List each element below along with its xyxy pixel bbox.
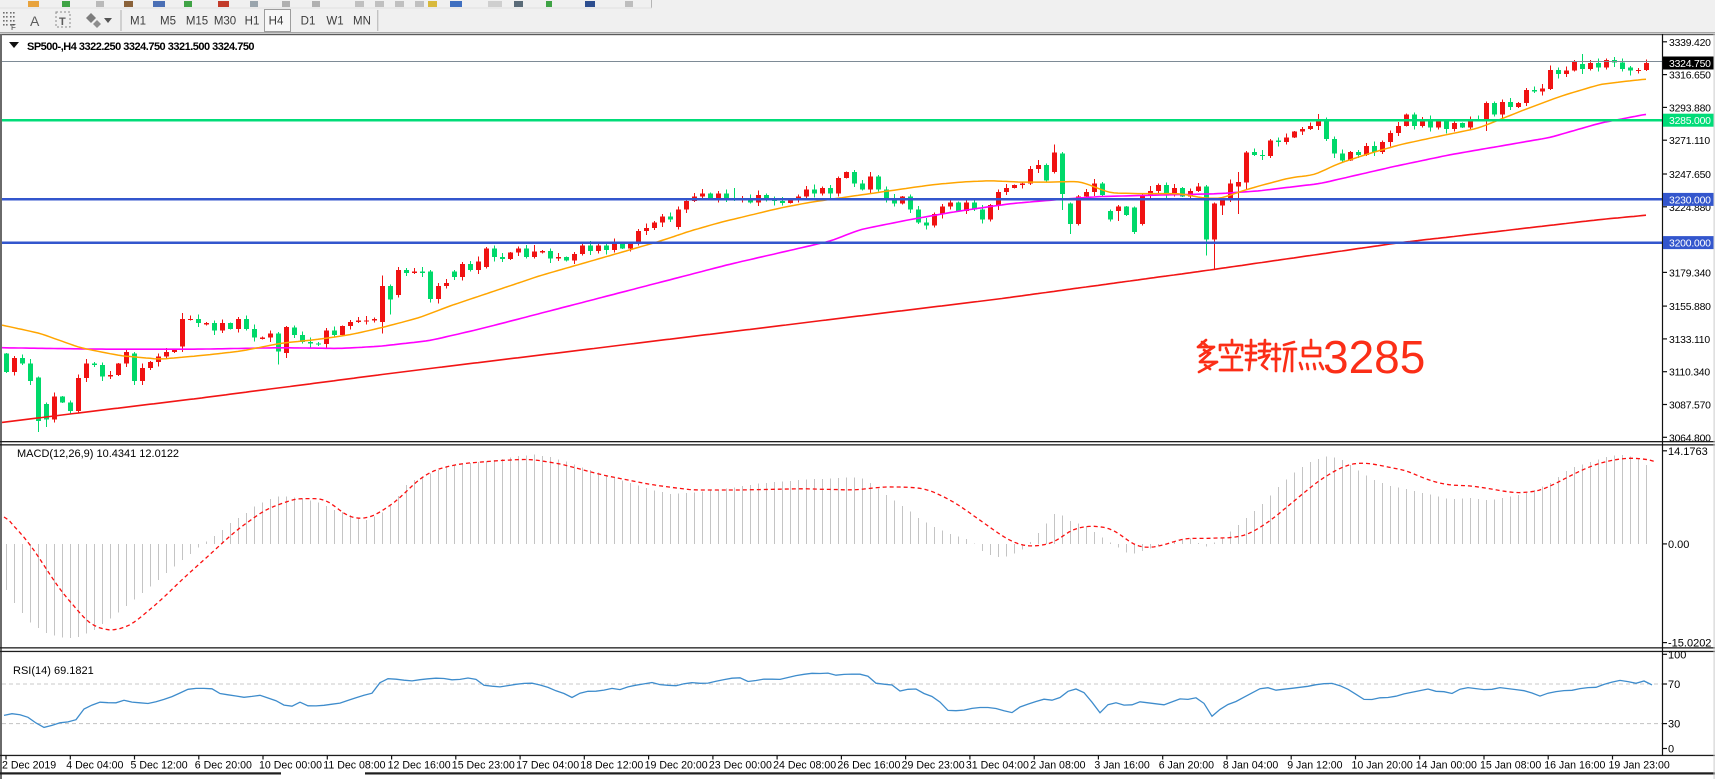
svg-text:H4: H4 xyxy=(269,16,284,28)
svg-text:M1: M1 xyxy=(130,16,146,28)
svg-text:H1: H1 xyxy=(245,16,260,28)
svg-text:M15: M15 xyxy=(186,16,208,28)
svg-text:3285: 3285 xyxy=(1323,331,1425,383)
svg-text:F: F xyxy=(11,23,16,32)
svg-text:0.00: 0.00 xyxy=(1668,539,1689,551)
svg-text:17 Dec 04:00: 17 Dec 04:00 xyxy=(516,760,579,772)
svg-text:MACD(12,26,9) 10.4341 12.0122: MACD(12,26,9) 10.4341 12.0122 xyxy=(17,448,179,460)
svg-text:26 Dec 16:00: 26 Dec 16:00 xyxy=(837,760,900,772)
svg-text:2 Dec 2019: 2 Dec 2019 xyxy=(2,760,56,772)
svg-text:29 Dec 23:00: 29 Dec 23:00 xyxy=(902,760,965,772)
svg-text:70: 70 xyxy=(1668,679,1680,691)
svg-text:SP500-,H4 3322.250 3324.750 3: SP500-,H4 3322.250 3324.750 3321.500 332… xyxy=(27,41,254,53)
svg-text:15 Dec 23:00: 15 Dec 23:00 xyxy=(452,760,515,772)
svg-text:100: 100 xyxy=(1668,649,1686,661)
svg-text:24 Dec 08:00: 24 Dec 08:00 xyxy=(773,760,836,772)
svg-text:2 Jan 08:00: 2 Jan 08:00 xyxy=(1030,760,1085,772)
svg-text:RSI(14) 69.1821: RSI(14) 69.1821 xyxy=(13,665,94,677)
svg-text:0: 0 xyxy=(1668,744,1674,756)
svg-text:9 Jan 12:00: 9 Jan 12:00 xyxy=(1287,760,1342,772)
svg-text:30: 30 xyxy=(1668,719,1680,731)
svg-text:3230.000: 3230.000 xyxy=(1669,195,1711,206)
svg-text:3316.650: 3316.650 xyxy=(1669,71,1711,82)
svg-text:3200.000: 3200.000 xyxy=(1669,239,1711,250)
svg-text:4 Dec 04:00: 4 Dec 04:00 xyxy=(66,760,123,772)
svg-text:M5: M5 xyxy=(160,16,176,28)
svg-text:3 Jan 16:00: 3 Jan 16:00 xyxy=(1094,760,1149,772)
svg-text:14 Jan 00:00: 14 Jan 00:00 xyxy=(1416,760,1477,772)
svg-text:5 Dec 12:00: 5 Dec 12:00 xyxy=(131,760,188,772)
svg-text:3285.000: 3285.000 xyxy=(1669,116,1711,127)
svg-text:19 Jan 23:00: 19 Jan 23:00 xyxy=(1609,760,1670,772)
svg-text:3064.800: 3064.800 xyxy=(1669,433,1711,444)
svg-text:8 Jan 04:00: 8 Jan 04:00 xyxy=(1223,760,1278,772)
svg-text:A: A xyxy=(30,13,40,29)
svg-text:3110.340: 3110.340 xyxy=(1669,368,1710,379)
svg-text:10 Jan 20:00: 10 Jan 20:00 xyxy=(1352,760,1413,772)
svg-text:12 Dec 16:00: 12 Dec 16:00 xyxy=(388,760,451,772)
svg-text:3247.650: 3247.650 xyxy=(1669,170,1711,181)
svg-text:3324.750: 3324.750 xyxy=(1669,59,1711,70)
svg-text:3271.110: 3271.110 xyxy=(1669,136,1710,147)
svg-text:19 Dec 20:00: 19 Dec 20:00 xyxy=(645,760,708,772)
svg-text:14.1763: 14.1763 xyxy=(1668,446,1708,458)
svg-text:6 Dec 20:00: 6 Dec 20:00 xyxy=(195,760,252,772)
svg-text:T: T xyxy=(59,16,66,28)
svg-text:3155.880: 3155.880 xyxy=(1669,302,1711,313)
svg-text:3293.880: 3293.880 xyxy=(1669,103,1711,114)
svg-text:-15.0202: -15.0202 xyxy=(1668,638,1711,650)
svg-text:3224.880: 3224.880 xyxy=(1669,203,1711,214)
svg-text:10 Dec 00:00: 10 Dec 00:00 xyxy=(259,760,322,772)
svg-text:15 Jan 08:00: 15 Jan 08:00 xyxy=(1480,760,1541,772)
svg-text:3339.420: 3339.420 xyxy=(1669,38,1711,49)
svg-text:D1: D1 xyxy=(301,16,316,28)
svg-text:3133.110: 3133.110 xyxy=(1669,335,1710,346)
svg-text:3179.340: 3179.340 xyxy=(1669,268,1711,279)
svg-text:M30: M30 xyxy=(214,16,236,28)
svg-text:16 Jan 16:00: 16 Jan 16:00 xyxy=(1544,760,1605,772)
svg-text:23 Dec 00:00: 23 Dec 00:00 xyxy=(709,760,772,772)
svg-text:MN: MN xyxy=(353,16,371,28)
svg-text:11 Dec 08:00: 11 Dec 08:00 xyxy=(323,760,385,772)
svg-text:31 Dec 04:00: 31 Dec 04:00 xyxy=(966,760,1029,772)
svg-text:6 Jan 20:00: 6 Jan 20:00 xyxy=(1159,760,1214,772)
svg-text:18 Dec 12:00: 18 Dec 12:00 xyxy=(580,760,643,772)
svg-text:3087.570: 3087.570 xyxy=(1669,401,1711,412)
svg-text:W1: W1 xyxy=(326,16,343,28)
